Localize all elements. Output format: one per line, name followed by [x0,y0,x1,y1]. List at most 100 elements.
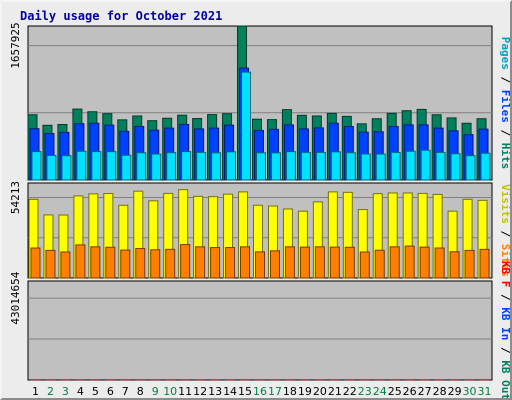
bar-sites-day-7 [120,249,131,279]
day-label-25: 25 [388,385,402,398]
bar-sites-day-28 [434,247,445,279]
day-label-21: 21 [328,385,342,398]
day-label-6: 6 [107,385,114,398]
bar-pages-day-17 [270,152,281,181]
bar-sites-day-27 [419,246,430,279]
legend-item: Files [499,90,510,123]
bar-pages-day-21 [330,151,341,181]
legend-item: Sites [499,244,510,277]
day-label-17: 17 [268,385,282,398]
bar-sites-day-6 [105,246,116,279]
day-label-27: 27 [418,385,432,398]
day-label-18: 18 [283,385,297,398]
bar-sites-day-13 [210,247,221,279]
bar-pages-day-24 [375,153,386,181]
panel-kbytes: 43014654 KB F / KB In / KB Out [9,261,510,398]
bar-sites-day-12 [195,246,206,279]
bar-pages-day-25 [390,151,401,181]
bar-sites-day-1 [30,247,41,279]
day-label-5: 5 [92,385,99,398]
bar-sites-day-9 [150,249,161,279]
legend-item: Visits [499,184,510,224]
bar-pages-day-19 [300,151,311,181]
legend-item: / [499,123,510,143]
day-label-15: 15 [238,385,252,398]
bar-sites-day-5 [90,246,101,279]
bar-sites-day-20 [314,246,325,279]
legend: Pages / Files / Hits [499,37,510,170]
day-label-26: 26 [403,385,417,398]
legend: KB F / KB In / KB Out [499,261,510,398]
bar-pages-day-1 [31,151,42,181]
bar-pages-day-11 [181,151,192,181]
bar-pages-day-8 [136,152,147,181]
day-label-19: 19 [298,385,312,398]
bar-sites-day-24 [374,249,385,279]
bar-sites-day-15 [240,246,251,279]
day-label-7: 7 [122,385,129,398]
bar-sites-day-30 [464,249,475,279]
plot-area [27,280,493,381]
bar-pages-day-12 [196,151,207,181]
legend-item: KB In [499,307,510,340]
bar-pages-day-15 [241,71,252,181]
bar-sites-day-16 [255,251,265,279]
bar-pages-day-6 [106,151,117,181]
bar-sites-day-4 [75,244,86,279]
day-label-8: 8 [137,385,144,398]
bar-sites-day-29 [449,251,460,279]
day-label-11: 11 [178,385,192,398]
legend-item: KB F [499,261,510,288]
legend-item: / [499,70,510,90]
legend-item: / [499,224,510,244]
bar-pages-day-7 [121,154,132,181]
bar-pages-day-5 [91,151,102,181]
bar-pages-day-23 [360,153,371,181]
bar-sites-day-18 [284,246,295,279]
day-label-14: 14 [223,385,237,398]
bar-pages-day-9 [151,153,162,181]
chart-title: Daily usage for October 2021 [20,9,222,23]
bar-pages-day-26 [405,150,416,181]
bar-pages-day-27 [420,149,431,181]
panel-hits-files-pages: 1657925 Pages / Files / Hits [9,22,510,181]
day-label-10: 10 [163,385,177,398]
bar-sites-day-31 [479,248,490,279]
legend-item: KB Out [499,360,510,398]
bar-sites-day-3 [60,251,71,279]
y-axis-max-label: 1657925 [9,22,22,68]
bar-sites-day-10 [165,248,176,279]
legend-item: Hits [499,143,510,170]
day-label-30: 30 [463,385,477,398]
bar-pages-day-2 [46,155,57,181]
bar-sites-day-8 [135,247,146,279]
bar-pages-day-22 [345,152,356,181]
bar-sites-day-11 [180,244,191,279]
bar-sites-day-21 [329,246,340,279]
day-label-22: 22 [343,385,357,398]
day-label-28: 28 [433,385,447,398]
bar-pages-day-18 [285,151,296,181]
y-axis-max-label: 43014654 [9,271,22,324]
legend-item: / [499,340,510,360]
bar-pages-day-4 [76,150,87,181]
bar-pages-day-30 [465,155,476,181]
bar-pages-day-3 [61,155,72,181]
day-label-29: 29 [448,385,462,398]
bar-sites-day-17 [269,250,280,279]
bar-pages-day-29 [450,153,461,181]
bar-sites-day-23 [359,251,370,279]
bar-pages-day-20 [315,151,326,181]
bar-pages-day-16 [256,152,266,181]
legend: Visits / Sites [499,184,510,277]
day-label-12: 12 [193,385,207,398]
bar-sites-day-19 [299,246,310,279]
bar-pages-day-28 [435,151,446,181]
day-label-13: 13 [208,385,222,398]
bar-pages-day-31 [480,152,491,181]
day-label-4: 4 [77,385,84,398]
day-label-16: 16 [253,385,267,398]
bar-sites-day-2 [45,249,56,279]
